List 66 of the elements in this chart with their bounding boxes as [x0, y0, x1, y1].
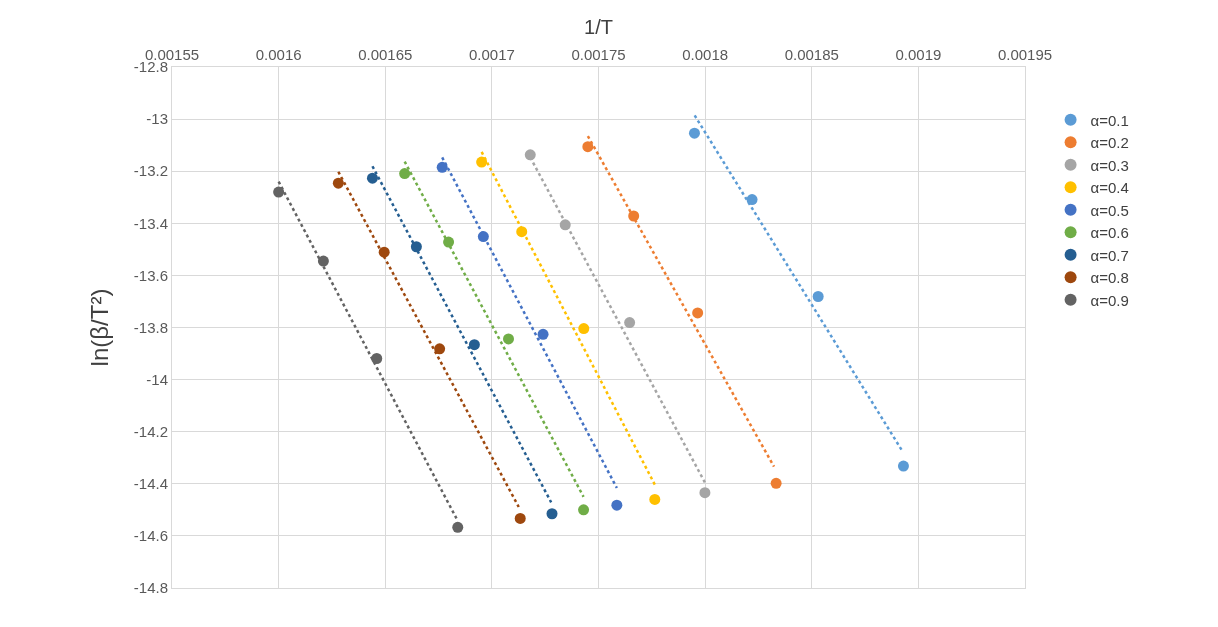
- x-tick-label: 0.0017: [468, 46, 515, 63]
- legend-label: α=0.6: [1090, 224, 1129, 242]
- point: [611, 499, 623, 511]
- y-tick-label: -13.6: [133, 266, 168, 284]
- x-tick-label: 0.00185: [784, 46, 839, 63]
- point: [624, 317, 636, 329]
- point: [692, 307, 704, 319]
- legend-label: α=0.9: [1090, 291, 1129, 309]
- point: [399, 168, 411, 180]
- point: [628, 210, 640, 222]
- x-tick-label: 0.00165: [358, 46, 413, 63]
- point: [436, 161, 448, 173]
- y-tick-label: -13.8: [133, 318, 168, 336]
- y-tick-label: -13.2: [133, 162, 168, 180]
- point: [366, 172, 378, 184]
- point: [317, 255, 329, 267]
- legend-label: α=0.2: [1090, 134, 1129, 152]
- x-tick-label: 0.0016: [255, 46, 302, 63]
- y-tick-label: -14.2: [133, 422, 168, 440]
- point: [699, 487, 711, 499]
- point: [578, 323, 590, 335]
- legend-label: α=0.5: [1090, 201, 1129, 219]
- legend-label: α=0.4: [1090, 179, 1129, 197]
- y-axis-title: ln(β/T²): [85, 288, 113, 367]
- y-tick-label: -13.4: [133, 214, 168, 232]
- point: [378, 246, 390, 258]
- y-tick-label: -14.8: [133, 579, 168, 597]
- legend-label: α=0.8: [1090, 269, 1129, 287]
- point: [332, 177, 344, 189]
- point: [477, 231, 489, 243]
- legend-label: α=0.1: [1090, 111, 1129, 129]
- point: [897, 460, 909, 472]
- point: [524, 149, 536, 161]
- point: [649, 493, 661, 505]
- point: [410, 241, 422, 253]
- point: [578, 504, 590, 516]
- y-tick-label: -14.4: [133, 475, 168, 493]
- point: [546, 508, 558, 520]
- x-tick-label: 0.0019: [895, 46, 942, 63]
- point: [273, 186, 285, 198]
- point: [746, 194, 758, 206]
- legend-label: α=0.3: [1090, 156, 1129, 174]
- x-axis-title: 1/T: [584, 15, 613, 38]
- point: [476, 156, 488, 168]
- x-tick-label: 0.0018: [682, 46, 729, 63]
- point: [468, 339, 480, 351]
- point: [443, 236, 455, 248]
- point: [371, 353, 383, 364]
- point: [812, 291, 824, 302]
- point: [503, 333, 515, 345]
- point: [434, 343, 446, 355]
- point: [582, 141, 594, 153]
- x-tick-label: 0.00195: [997, 46, 1053, 63]
- point: [514, 512, 526, 524]
- point: [537, 328, 549, 340]
- y-tick-label: -13: [146, 110, 168, 128]
- x-tick-label: 0.00155: [144, 46, 200, 63]
- point: [452, 521, 464, 533]
- point: [559, 219, 571, 231]
- y-tick-label: -14: [146, 370, 168, 388]
- x-tick-label: 0.00175: [571, 46, 626, 63]
- point: [770, 477, 782, 489]
- point: [516, 226, 528, 238]
- point: [688, 127, 700, 139]
- y-tick-label: -14.6: [133, 527, 168, 545]
- legend-label: α=0.7: [1090, 246, 1129, 264]
